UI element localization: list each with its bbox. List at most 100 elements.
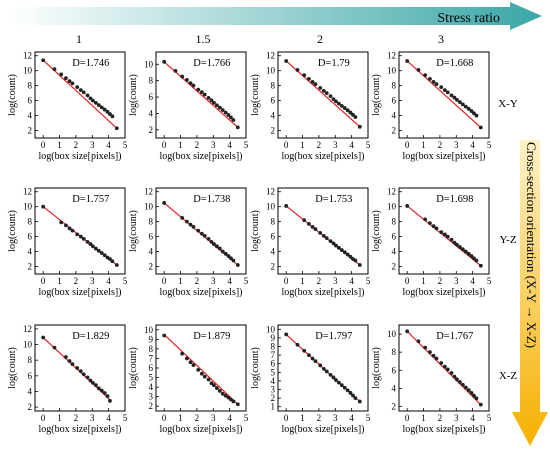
data-point bbox=[423, 73, 428, 78]
y-tick-label: 3 bbox=[149, 392, 154, 402]
plot-frame bbox=[155, 187, 247, 275]
x-tick-label: 4 bbox=[106, 413, 111, 423]
x-tick-label: 1 bbox=[421, 413, 426, 423]
stress-ratio-arrow bbox=[10, 2, 542, 30]
data-point bbox=[199, 231, 204, 236]
y-tick-label: 2 bbox=[28, 402, 33, 412]
y-tick-label: 2 bbox=[28, 126, 33, 136]
data-point bbox=[353, 396, 358, 400]
data-point bbox=[217, 246, 222, 251]
x-axis-label: log(box size[pixels]) bbox=[281, 287, 364, 298]
data-point bbox=[284, 59, 289, 63]
data-point bbox=[70, 362, 75, 366]
data-point bbox=[336, 380, 341, 385]
y-tick-label: 2 bbox=[392, 401, 397, 411]
x-axis-label: log(box size[pixels]) bbox=[281, 151, 364, 162]
data-point bbox=[472, 256, 476, 261]
x-tick-label: 4 bbox=[227, 140, 232, 150]
x-tick-label: 5 bbox=[244, 276, 249, 286]
y-tick-label: 12 bbox=[266, 187, 275, 197]
data-point bbox=[345, 108, 350, 113]
y-tick-label: 4 bbox=[149, 108, 154, 118]
data-point bbox=[67, 359, 72, 363]
data-point bbox=[302, 73, 307, 78]
data-point bbox=[445, 90, 450, 95]
fractal-dimension-label: D=1.79 bbox=[318, 58, 350, 69]
data-point bbox=[339, 103, 344, 108]
data-point bbox=[348, 254, 353, 259]
data-point bbox=[474, 258, 479, 263]
data-point bbox=[85, 239, 90, 244]
data-point bbox=[474, 113, 479, 118]
fit-line bbox=[163, 61, 239, 128]
plot-frame bbox=[34, 187, 126, 275]
y-tick-label: 10 bbox=[266, 202, 276, 212]
x-axis-label: log(box size[pixels]) bbox=[159, 287, 242, 298]
data-point bbox=[334, 243, 338, 248]
data-point bbox=[348, 391, 353, 395]
column-header-4: 3 bbox=[438, 32, 444, 46]
x-tick-label: 3 bbox=[211, 276, 216, 286]
data-point bbox=[463, 249, 468, 254]
x-tick-label: 5 bbox=[244, 413, 249, 423]
data-point bbox=[59, 72, 64, 77]
y-tick-label: 8 bbox=[28, 217, 33, 227]
x-tick-label: 1 bbox=[300, 140, 305, 150]
row-label-yz: Y-Z bbox=[499, 234, 516, 246]
data-point bbox=[185, 77, 189, 82]
fractal-dimension-label: D=1.668 bbox=[436, 58, 473, 69]
data-point bbox=[324, 369, 329, 374]
x-tick-label: 2 bbox=[74, 276, 79, 286]
x-axis-label: log(box size[pixels]) bbox=[402, 151, 485, 162]
data-point bbox=[78, 234, 83, 239]
data-point bbox=[331, 97, 336, 102]
data-point bbox=[442, 232, 447, 237]
data-point bbox=[231, 118, 236, 122]
fit-line bbox=[163, 334, 239, 405]
data-point bbox=[445, 367, 450, 372]
y-axis-label: log(count) bbox=[250, 74, 261, 116]
data-point bbox=[307, 221, 311, 226]
data-point bbox=[99, 105, 104, 110]
data-point bbox=[102, 107, 107, 112]
fractal-dimension-label: D=1.829 bbox=[72, 331, 109, 342]
x-tick-label: 2 bbox=[317, 413, 322, 423]
panel-x-z-4: 0 1 2 3 4 5 2 4 6 8 10 log(box size[pixels]) log(cou… bbox=[371, 324, 492, 435]
x-tick-label: 0 bbox=[162, 276, 167, 286]
y-tick-label: 6 bbox=[149, 363, 154, 373]
data-point bbox=[405, 329, 410, 334]
data-point bbox=[345, 388, 350, 393]
x-tick-label: 4 bbox=[349, 413, 354, 423]
y-tick-label: 4 bbox=[28, 247, 33, 257]
x-tick-label: 3 bbox=[454, 140, 459, 150]
x-tick-label: 1 bbox=[300, 276, 305, 286]
data-point bbox=[235, 263, 240, 267]
data-point bbox=[85, 375, 90, 380]
data-point bbox=[310, 356, 315, 361]
y-tick-label: 8 bbox=[271, 342, 276, 352]
data-point bbox=[196, 368, 201, 372]
data-point bbox=[445, 234, 450, 239]
fractal-dimension-label: D=1.757 bbox=[72, 194, 109, 205]
x-tick-label: 5 bbox=[244, 140, 249, 150]
data-point bbox=[70, 81, 75, 86]
x-tick-label: 5 bbox=[123, 276, 128, 286]
data-point bbox=[41, 204, 46, 209]
y-tick-label: 6 bbox=[271, 232, 276, 242]
x-tick-label: 3 bbox=[454, 413, 459, 423]
data-point bbox=[357, 263, 362, 267]
x-tick-label: 3 bbox=[454, 276, 459, 286]
y-tick-label: 4 bbox=[392, 383, 397, 393]
fractal-dimension-label: D=1.766 bbox=[193, 58, 230, 69]
data-point bbox=[88, 242, 93, 246]
x-tick-label: 5 bbox=[123, 140, 128, 150]
y-axis-label: log(count) bbox=[128, 347, 139, 389]
y-tick-label: 10 bbox=[23, 202, 33, 212]
x-tick-label: 0 bbox=[405, 413, 410, 423]
data-point bbox=[331, 375, 336, 380]
y-tick-label: 10 bbox=[387, 66, 397, 76]
x-tick-label: 5 bbox=[366, 276, 371, 286]
x-tick-label: 2 bbox=[438, 276, 443, 286]
y-tick-label: 12 bbox=[23, 187, 32, 197]
